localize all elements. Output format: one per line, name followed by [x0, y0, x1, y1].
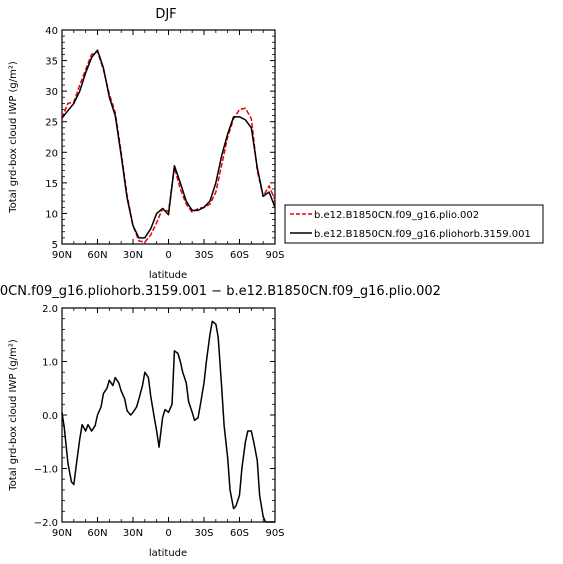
- top-y-tick-label: 40: [45, 26, 58, 37]
- top-x-tick-label: 30N: [123, 250, 143, 261]
- top-x-tick-label: 30S: [194, 250, 213, 261]
- top-y-tick-label: 5: [52, 240, 58, 251]
- bottom-x-tick-label: 30N: [123, 528, 143, 539]
- top-y-tick-label: 25: [45, 118, 58, 129]
- legend-label-plio: b.e12.B1850CN.f09_g16.plio.002: [314, 210, 479, 221]
- bottom-x-tick-label: 60S: [230, 528, 249, 539]
- bottom-series-line-0: [61, 320, 275, 523]
- top-x-tick-label: 60S: [230, 250, 249, 261]
- top-x-axis-label: latitude: [149, 270, 187, 281]
- legend-box: [284, 204, 544, 244]
- bottom-y-tick-label: −1.0: [34, 465, 58, 476]
- top-y-tick-label: 35: [45, 57, 58, 68]
- bottom-series-group: [61, 320, 275, 523]
- top-series-line-1: [61, 49, 276, 239]
- bottom-x-tick-label: 0: [165, 528, 171, 539]
- legend-label-pliohorb: b.e12.B1850CN.f09_g16.pliohorb.3159.001: [314, 229, 531, 240]
- top-y-tick-label: 15: [45, 179, 58, 190]
- bottom-x-tick-label: 60N: [87, 528, 107, 539]
- bottom-x-tick-label: 90N: [52, 528, 72, 539]
- bottom-y-tick-label: 1.0: [42, 358, 58, 369]
- bottom-y-axis-label: Total grd-box cloud IWP (g/m²): [8, 339, 19, 492]
- top-y-axis-label: Total grd-box cloud IWP (g/m²): [8, 61, 19, 214]
- top-x-tick-label: 0: [165, 250, 171, 261]
- bottom-x-tick-label: 90S: [265, 528, 284, 539]
- bottom-panel: b.e12.B1850CN.f09_g16.pliohorb.3159.001 …: [0, 284, 441, 559]
- top-x-tick-label: 90S: [265, 250, 284, 261]
- legend: b.e12.B1850CN.f09_g16.plio.002 b.e12.B18…: [284, 204, 544, 244]
- bottom-x-axis-label: latitude: [149, 548, 187, 559]
- bottom-chart-title: b.e12.B1850CN.f09_g16.pliohorb.3159.001 …: [0, 284, 441, 299]
- bottom-y-tick-label: −2.0: [34, 518, 58, 529]
- top-x-tick-label: 60N: [87, 250, 107, 261]
- bottom-x-ticks: 90N 60N 30N 0 30S 60S 90S: [52, 308, 285, 539]
- top-y-tick-label: 20: [45, 148, 58, 159]
- top-y-tick-label: 30: [45, 87, 58, 98]
- bottom-y-tick-label: 0.0: [42, 411, 58, 422]
- bottom-x-tick-label: 30S: [194, 528, 213, 539]
- bottom-plot-frame: [61, 307, 276, 523]
- bottom-y-tick-label: 2.0: [42, 304, 58, 315]
- top-y-ticks: 5 10 15 20 25 30 35 40: [45, 26, 275, 251]
- top-series-group: [61, 49, 276, 243]
- top-chart-title: DJF: [155, 7, 176, 22]
- top-x-tick-label: 90N: [52, 250, 72, 261]
- top-y-tick-label: 10: [45, 209, 58, 220]
- top-x-ticks: 90N 60N 30N 0 30S 60S 90S: [52, 30, 285, 261]
